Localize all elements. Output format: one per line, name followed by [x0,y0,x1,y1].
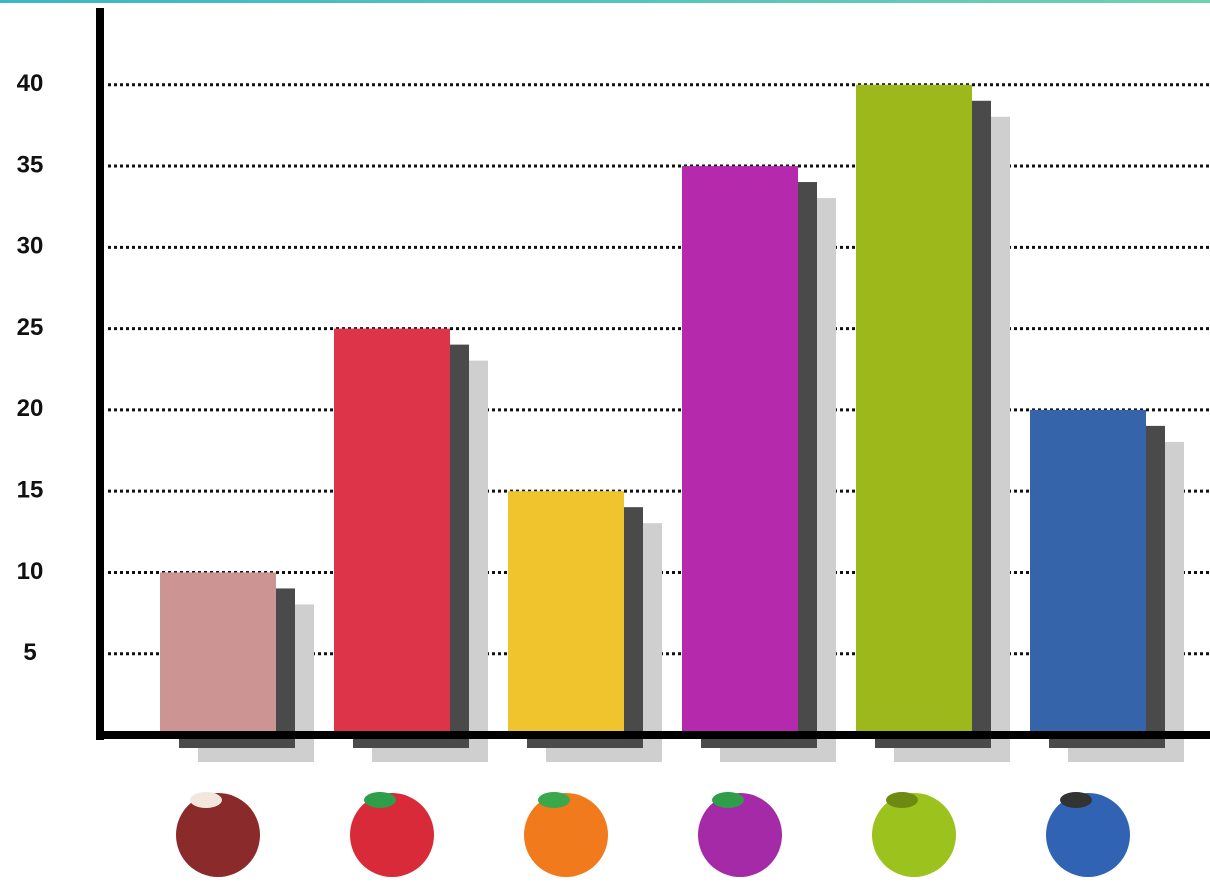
bar [856,84,972,736]
y-tick-label: 20 [17,395,44,422]
fruit-icon [872,793,956,877]
top-border [0,0,1210,3]
y-tick-label: 15 [17,477,44,504]
y-tick-label: 30 [17,233,44,260]
fruit-icon [350,793,434,877]
y-tick-label: 40 [17,70,44,97]
icons [176,792,1130,877]
fruit-icon [698,793,782,877]
fruit-icon [176,793,260,877]
bar [1030,409,1146,735]
fruit-icon [1046,793,1130,877]
y-tick-label: 25 [17,314,44,341]
fruit-icon-detail [1060,792,1092,808]
y-tick-label: 10 [17,558,44,585]
y-tick-label: 5 [23,639,36,666]
bar [508,491,624,735]
fruit-icon [524,793,608,877]
fruit-icon-detail [190,792,222,808]
y-tick-label: 35 [17,151,44,178]
fruit-icon-detail [364,792,396,808]
fruit-icon-detail [538,792,570,808]
bar [160,572,276,735]
bar [334,328,450,735]
bars [160,84,1184,763]
fruit-icon-detail [886,792,918,808]
bar [682,166,798,735]
grid: 5 10 15 20 25 30 35 40 [17,70,1210,666]
fruit-icon-detail [712,792,744,808]
